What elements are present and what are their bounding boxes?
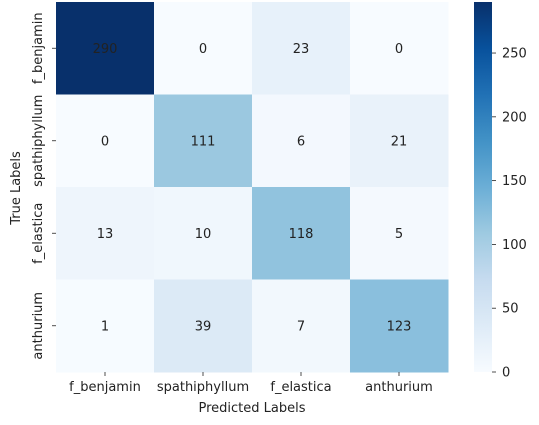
cell-value-label: 6: [297, 134, 305, 149]
x-axis: f_benjamin spathiphyllum f_elastica anthuri…: [69, 372, 433, 395]
colorbar-tick-label: 100: [502, 238, 527, 253]
heatmap-cells: [56, 2, 449, 373]
cell-value-label: 111: [191, 134, 216, 149]
cell-value-labels: 290 0 23 0 0 111 6 21 13 10 118 5 1 39 7 123: [93, 42, 412, 335]
heatmap-cell: [56, 187, 155, 280]
heatmap-cell: [56, 94, 155, 188]
colorbar-tick-label: 250: [502, 47, 527, 62]
cell-value-label: 0: [101, 134, 109, 149]
heatmap-cell: [56, 279, 155, 373]
y-axis-label: True Labels: [9, 151, 24, 226]
colorbar-ticks: 0 50 100 150 200 250: [492, 47, 527, 381]
cell-value-label: 39: [195, 319, 212, 334]
cell-value-label: 21: [391, 134, 408, 149]
x-tick-label: f_elastica: [270, 380, 331, 395]
cell-value-label: 10: [195, 227, 212, 242]
x-tick-label: spathiphyllum: [157, 380, 249, 395]
heatmap-cell: [154, 94, 253, 188]
y-tick-label: f_benjamin: [31, 12, 46, 84]
cell-value-label: 0: [199, 42, 207, 57]
heatmap-cell: [252, 187, 351, 280]
colorbar-tick-label: 50: [502, 302, 519, 317]
cell-value-label: 290: [93, 42, 118, 57]
cell-value-label: 5: [395, 227, 403, 242]
heatmap-cell: [154, 279, 253, 373]
heatmap-cell: [252, 94, 351, 188]
colorbar-tick-label: 0: [502, 366, 510, 381]
y-axis: f_benjamin spathiphyllum f_elasticaanthuri…: [31, 12, 56, 360]
y-tick-label: f_elastica: [31, 203, 46, 264]
x-tick-label: anthurium: [365, 380, 433, 395]
cell-value-label: 1: [101, 319, 109, 334]
cell-value-label: 7: [297, 319, 305, 334]
y-tick-label: spathiphyllum: [31, 95, 46, 187]
heatmap-cell: [350, 94, 449, 188]
heatmap-cell: [56, 2, 155, 95]
heatmap-cell: [252, 2, 351, 95]
cell-value-label: 23: [293, 42, 310, 57]
cell-value-label: 0: [395, 42, 403, 57]
colorbar-tick-label: 150: [502, 174, 527, 189]
heatmap-cell: [154, 2, 253, 95]
cell-value-label: 13: [97, 227, 114, 242]
heatmap-cell: [252, 279, 351, 373]
heatmap-cell: [350, 2, 449, 95]
heatmap-cell: [350, 279, 449, 373]
x-tick-label: f_benjamin: [69, 380, 141, 395]
colorbar-tick-label: 200: [502, 110, 527, 125]
cell-value-label: 118: [289, 227, 314, 242]
heatmap-cell: [154, 187, 253, 280]
colorbar: [474, 2, 492, 372]
heatmap-cell: [350, 187, 449, 280]
x-axis-label: Predicted Labels: [198, 401, 305, 416]
y-tick-label: anthurium: [31, 292, 46, 360]
cell-value-label: 123: [387, 319, 412, 334]
